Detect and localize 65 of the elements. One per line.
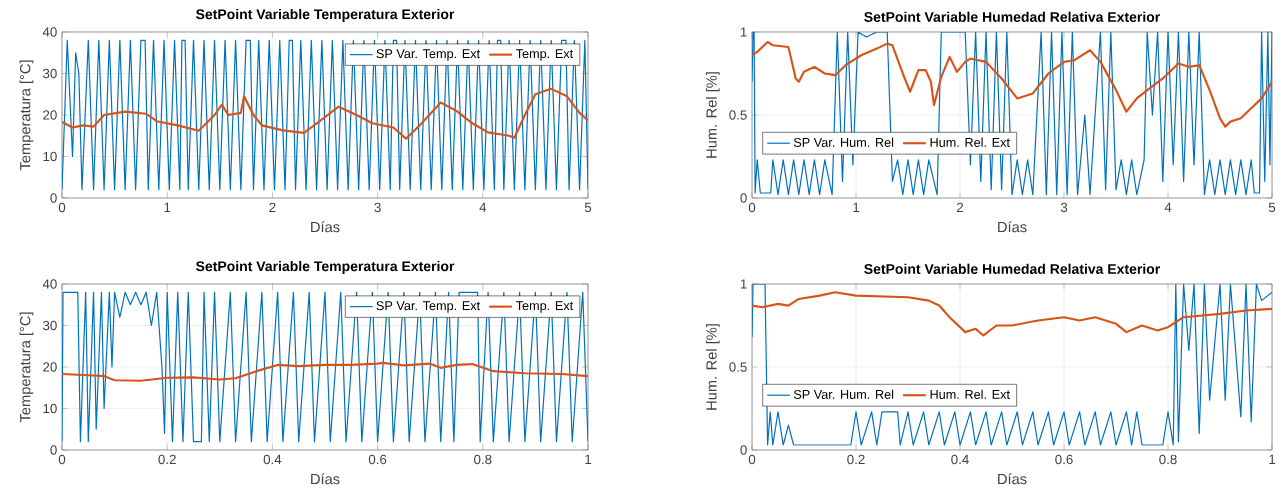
y-tick-label: 1 [740, 279, 747, 289]
x-tick-label: 1 [585, 454, 592, 464]
x-tick-label: 4 [479, 202, 487, 212]
x-tick-label: 0 [748, 454, 756, 465]
x-tick-label: 0 [748, 202, 756, 213]
y-tick-label: 0.5 [729, 110, 747, 120]
line-series [752, 291, 1273, 337]
x-tick-label: 0.6 [1055, 454, 1073, 465]
chart-title: SetPoint Variable Temperatura Exterior [195, 8, 455, 22]
chart-title: SetPoint Variable Humedad Relativa Exterior [864, 11, 1160, 22]
y-tick-label: 0 [740, 445, 747, 455]
x-axis-title: Días [311, 221, 340, 233]
x-tick-label: 3 [1060, 202, 1068, 213]
y-tick-label: 0 [50, 445, 57, 455]
x-tick-label: 0 [58, 454, 66, 465]
x-tick-label: 0.8 [1159, 454, 1177, 465]
legend-label: SP Var. Temp. Ext [376, 301, 481, 313]
legend-label: SP Var. Temp. Ext [376, 49, 481, 61]
x-tick-label: 0.8 [474, 454, 492, 465]
chart-title: SetPoint Variable Humedad Relativa Exterior [864, 263, 1160, 274]
x-axis-title: Días [998, 221, 1027, 233]
x-tick-label: 2 [956, 202, 964, 213]
y-tick-label: 0.5 [729, 362, 747, 372]
x-axis-title: Días [998, 473, 1027, 485]
x-tick-label: 1 [1269, 454, 1276, 464]
legend-label: Temp. Ext [515, 301, 574, 313]
line-series [752, 40, 1273, 128]
x-tick-label: 4 [1164, 202, 1172, 212]
x-tick-label: 5 [1268, 202, 1276, 213]
y-axis-title: Hum. Rel [%] [705, 72, 720, 158]
legend-label: Hum. Rel. Ext [930, 137, 1010, 147]
legend-label: SP Var. Hum. Rel [793, 389, 894, 399]
y-axis-title: Hum. Rel [%] [705, 324, 720, 410]
y-tick-label: 40 [42, 27, 57, 37]
x-axis-title: Días [311, 473, 340, 485]
y-tick-label: 30 [42, 320, 57, 331]
y-axis-title: Temperatura [°C] [19, 60, 34, 171]
y-tick-label: 40 [42, 279, 57, 289]
chart-title: SetPoint Variable Temperatura Exterior [195, 260, 455, 274]
x-tick-label: 0 [58, 202, 66, 213]
x-tick-label: 5 [584, 202, 592, 213]
y-tick-label: 0 [740, 193, 747, 203]
y-tick-label: 20 [43, 110, 57, 120]
x-tick-label: 0.4 [951, 454, 969, 465]
y-axis-title: Temperatura [°C] [19, 312, 34, 423]
x-tick-label: 0.2 [847, 454, 865, 465]
y-tick-label: 0 [50, 193, 57, 203]
x-tick-label: 2 [269, 202, 276, 213]
line-series [62, 39, 588, 191]
x-tick-label: 1 [164, 202, 171, 212]
x-tick-label: 0.4 [263, 454, 282, 465]
x-tick-label: 3 [374, 202, 381, 213]
legend-label: SP Var. Hum. Rel [793, 137, 894, 147]
y-tick-label: 20 [43, 362, 57, 372]
line-series [62, 87, 588, 140]
y-tick-label: 1 [740, 27, 747, 37]
x-tick-label: 0.6 [368, 454, 387, 465]
y-tick-label: 30 [42, 68, 57, 79]
x-tick-label: 1 [853, 202, 860, 212]
y-tick-label: 10 [43, 403, 57, 414]
y-tick-label: 10 [43, 151, 57, 162]
x-tick-label: 0.2 [158, 454, 176, 465]
legend-label: Temp. Ext [515, 49, 574, 61]
line-series [62, 361, 589, 382]
legend-label: Hum. Rel. Ext [930, 389, 1010, 399]
